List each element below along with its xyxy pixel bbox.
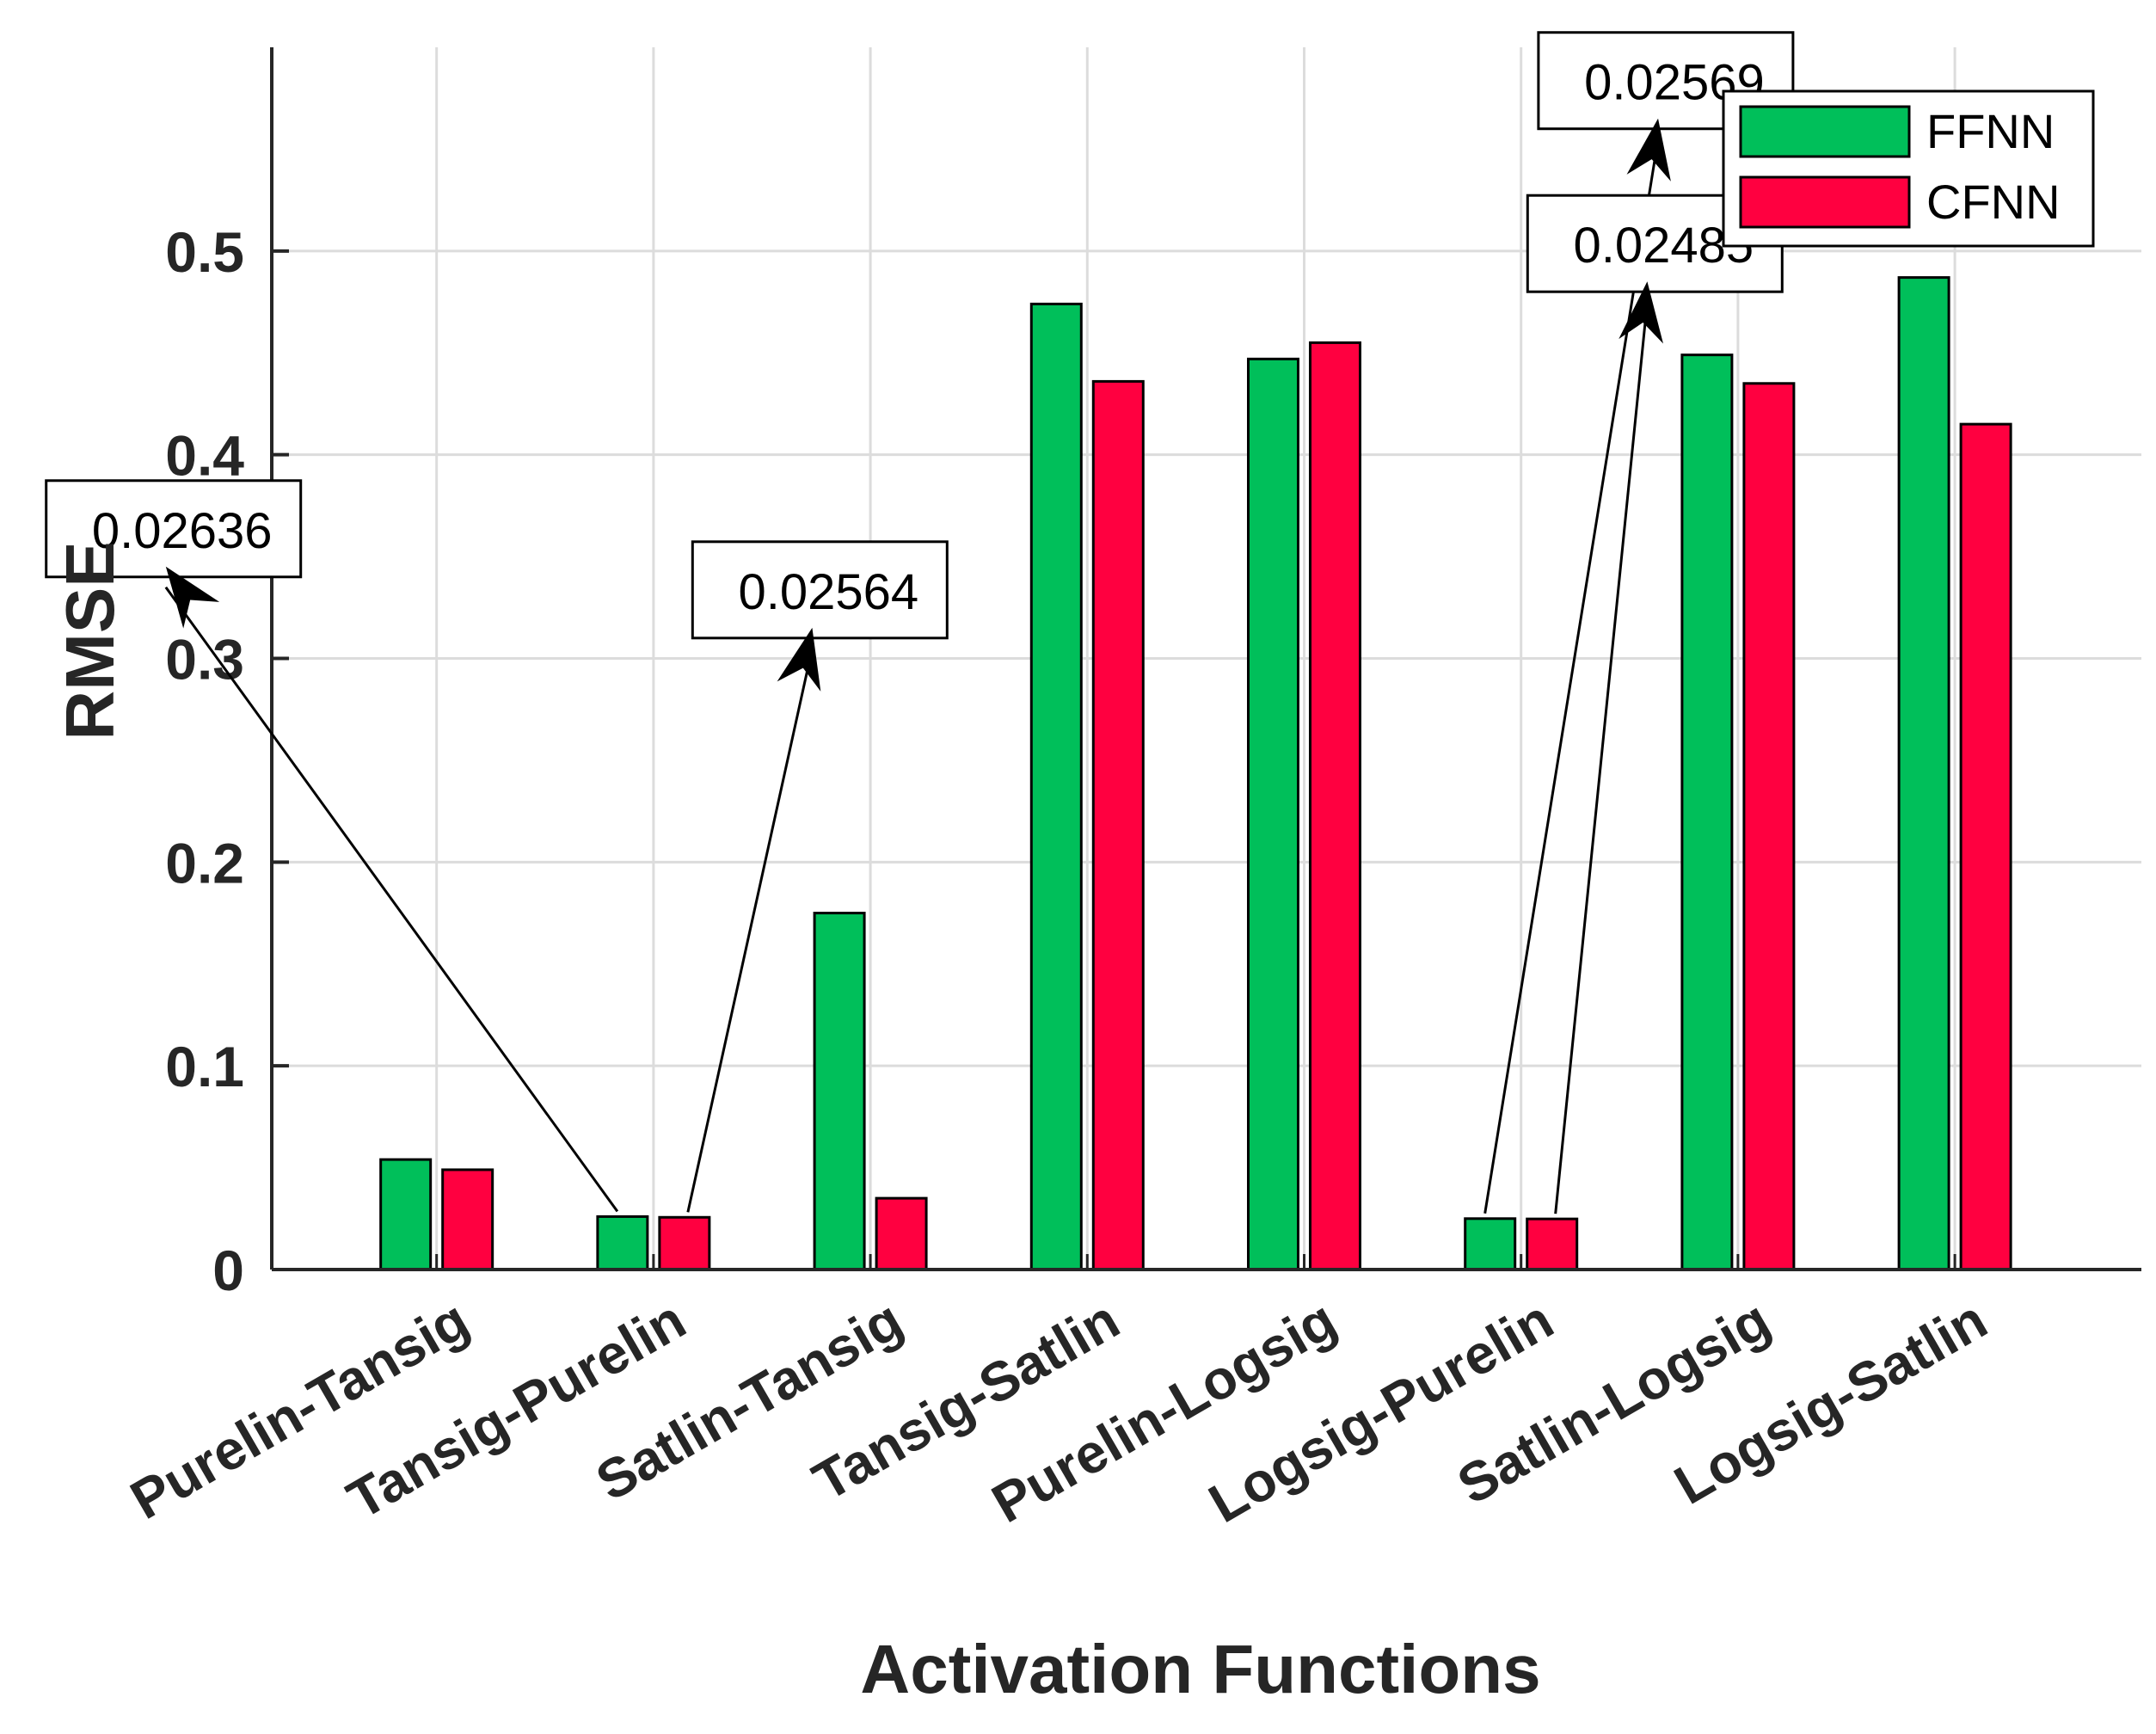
bar-cfnn-satlin-tansig: [875, 1196, 928, 1271]
bar-cfnn-purelin-tansig: [441, 1168, 494, 1271]
bar-cfnn-satlin-logsig: [1742, 382, 1796, 1271]
bar-ffnn-purelin-tansig: [379, 1158, 433, 1271]
bar-cfnn-logsig-satlin: [1959, 422, 2012, 1271]
bar-ffnn-satlin-logsig: [1680, 354, 1734, 1271]
y-tick-labels: 0 0.1 0.2 0.3 0.4 0.5: [165, 220, 244, 1302]
annotation-box: [691, 540, 949, 640]
annotation-label: 0.02636: [92, 503, 273, 559]
annotation-box: [45, 479, 303, 579]
legend-label-cfnn: CFNN: [1926, 175, 2061, 229]
y-tick-label: 0.4: [165, 424, 244, 488]
legend-label-ffnn: FFNN: [1926, 104, 2055, 158]
bar-cfnn-tansig-purelin: [658, 1215, 711, 1271]
annotation-arrowhead: [1619, 281, 1663, 344]
x-axis-title: Activation Functions: [860, 1631, 1540, 1707]
bar-ffnn-tansig-purelin: [596, 1214, 649, 1271]
bar-ffnn-logsig-satlin: [1897, 276, 1950, 1271]
annotation-arrowhead: [1626, 118, 1671, 181]
legend-swatch-cfnn: [1739, 175, 1911, 229]
legend: FFNN CFNN: [1722, 89, 2095, 248]
y-tick-label: 0: [212, 1239, 244, 1302]
y-tick-label: 0.1: [165, 1035, 244, 1098]
legend-swatch-ffnn: [1739, 105, 1911, 158]
bar-cfnn-tansig-satlin: [1091, 379, 1145, 1271]
annotation-label: 0.02564: [738, 564, 918, 620]
annotation-arrow: [1554, 302, 1649, 1214]
y-axis-title: RMSE: [52, 541, 128, 740]
annotation-arrow: [686, 648, 814, 1213]
bar-cfnn-purelin-logsig: [1308, 341, 1361, 1271]
bar-ffnn-tansig-satlin: [1029, 302, 1083, 1271]
axes: [270, 47, 2141, 1271]
bar-ffnn-purelin-logsig: [1246, 357, 1299, 1271]
y-tick-label: 0.3: [165, 628, 244, 692]
y-tick-label: 0.2: [165, 831, 244, 895]
bars: [379, 276, 2012, 1271]
x-tick-labels: Purelin-TansigTansig-PurelinSatlin-Tansi…: [120, 1288, 1997, 1534]
annotation-arrowhead: [165, 566, 220, 629]
bar-cfnn-logsig-purelin: [1526, 1217, 1579, 1271]
bar-ffnn-logsig-purelin: [1464, 1217, 1517, 1271]
annotation-arrowhead: [777, 627, 821, 692]
y-tick-label: 0.5: [165, 220, 244, 284]
bar-ffnn-satlin-tansig: [813, 912, 866, 1271]
annotation-arrow: [164, 586, 619, 1213]
